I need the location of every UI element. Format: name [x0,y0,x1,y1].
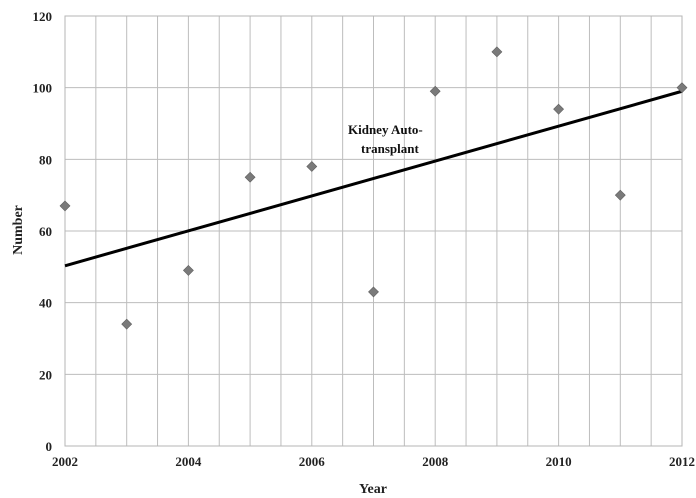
y-tick-label: 100 [33,81,53,96]
annotation-line-1: Kidney Auto- [348,122,423,137]
data-point [244,171,256,183]
y-tick-label: 0 [46,439,53,454]
y-tick-label: 40 [39,296,52,311]
data-point [59,200,71,212]
data-point [429,85,441,97]
data-point [614,189,626,201]
horizontal-gridlines [65,87,682,375]
trendline [64,89,683,268]
data-point [182,264,194,276]
y-tick-label: 120 [33,9,53,24]
x-tick-label: 2010 [546,454,572,469]
x-tick-label: 2006 [299,454,326,469]
y-axis-tick-labels: 0 20 40 60 80 100 120 [33,9,53,454]
y-tick-label: 60 [39,224,52,239]
plot-area-border [64,15,683,447]
x-tick-label: 2004 [175,454,202,469]
x-tick-label: 2002 [52,454,78,469]
data-point [306,161,318,172]
y-tick-label: 20 [39,367,52,382]
data-point [491,46,503,58]
y-axis-label: Number [11,205,26,255]
x-tick-label: 2008 [422,454,449,469]
x-axis-label: Year [359,482,387,497]
data-points [59,46,688,330]
data-point [553,103,565,115]
data-point [368,286,379,298]
annotation-line-2: transplant [361,141,419,156]
data-point [121,318,133,330]
x-axis-tick-labels: 2002 2004 2006 2008 2010 2012 [52,454,695,469]
y-tick-label: 80 [39,152,52,167]
x-tick-label: 2012 [669,454,695,469]
data-point [676,82,688,94]
